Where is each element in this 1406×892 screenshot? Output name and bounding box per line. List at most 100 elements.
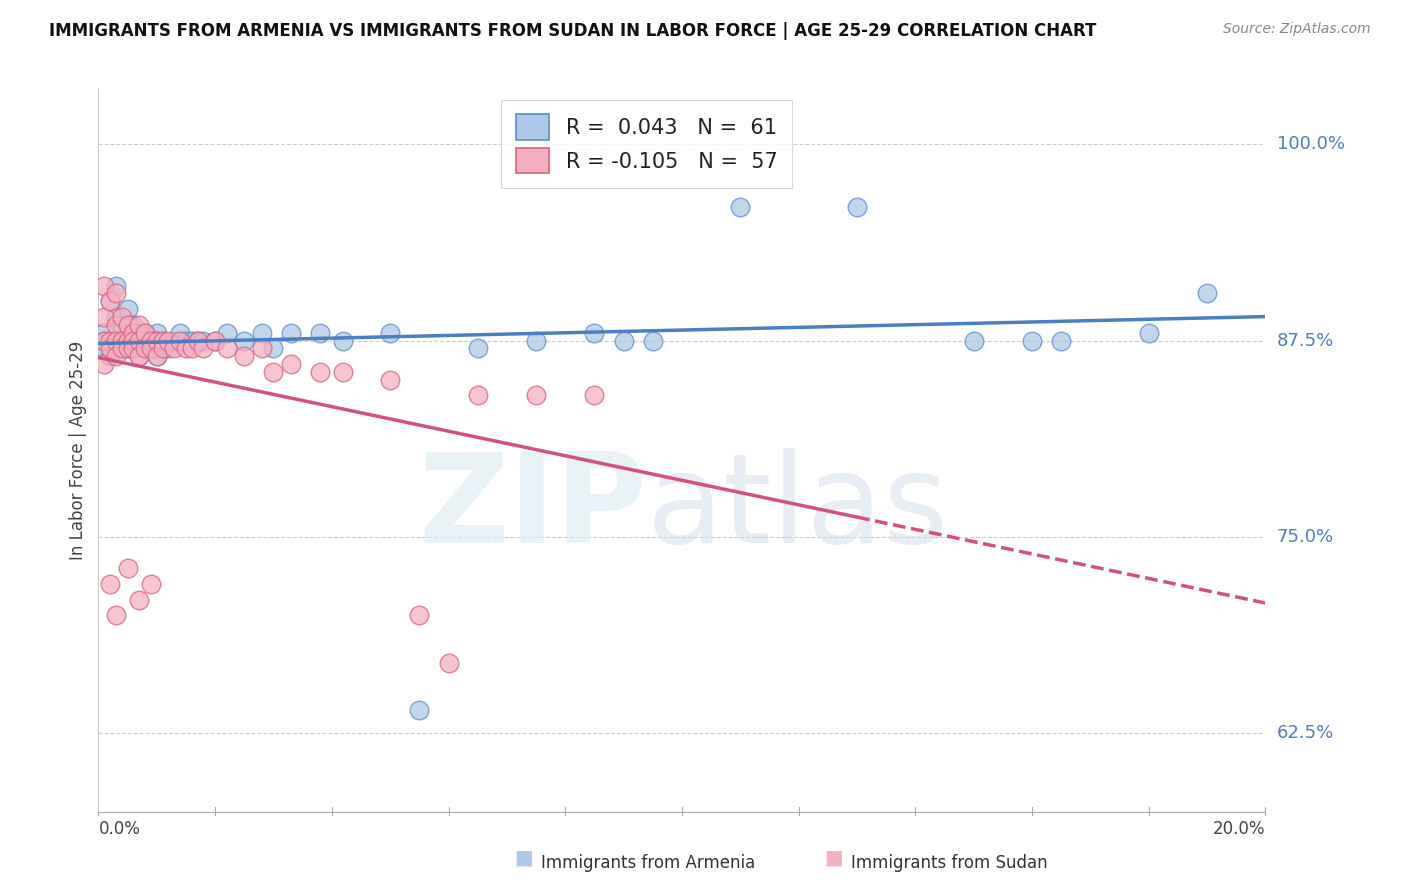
Point <box>174 342 197 356</box>
Point <box>193 334 215 348</box>
Point <box>122 326 145 340</box>
Point <box>152 334 174 348</box>
Point <box>104 278 127 293</box>
Point <box>117 302 139 317</box>
Point <box>122 318 145 332</box>
Point <box>98 349 121 363</box>
Point <box>104 318 127 332</box>
Point <box>122 334 145 348</box>
Point <box>146 349 169 363</box>
Point <box>117 342 139 356</box>
Point <box>846 200 869 214</box>
Text: atlas: atlas <box>647 448 949 569</box>
Point <box>233 334 256 348</box>
Text: 20.0%: 20.0% <box>1213 820 1265 838</box>
Point <box>98 334 121 348</box>
Point <box>215 326 238 340</box>
Point <box>128 318 150 332</box>
Point <box>139 334 162 348</box>
Point <box>332 365 354 379</box>
Point <box>104 608 127 623</box>
Point <box>104 334 127 348</box>
Point <box>204 334 226 348</box>
Point <box>93 334 115 348</box>
Point <box>134 342 156 356</box>
Point <box>104 286 127 301</box>
Point <box>139 342 162 356</box>
Point <box>111 334 134 348</box>
Point <box>117 318 139 332</box>
Point <box>111 310 134 324</box>
Point <box>111 334 134 348</box>
Point <box>250 342 273 356</box>
Point <box>280 326 302 340</box>
Point <box>117 334 139 348</box>
Point <box>122 342 145 356</box>
Point <box>408 703 430 717</box>
Point <box>128 334 150 348</box>
Point <box>583 326 606 340</box>
Point <box>98 334 121 348</box>
Point <box>1137 326 1160 340</box>
Point <box>332 334 354 348</box>
Point <box>117 326 139 340</box>
Point <box>380 326 402 340</box>
Point <box>157 334 180 348</box>
Point <box>93 342 115 356</box>
Point <box>467 388 489 402</box>
Point <box>111 342 134 356</box>
Point <box>146 326 169 340</box>
Point <box>583 388 606 402</box>
Point <box>98 294 121 309</box>
Text: ▪: ▪ <box>823 843 844 872</box>
Point <box>380 373 402 387</box>
Point <box>117 334 139 348</box>
Text: 87.5%: 87.5% <box>1277 332 1334 350</box>
Point <box>98 577 121 591</box>
Point <box>139 334 162 348</box>
Point <box>93 357 115 371</box>
Point <box>169 326 191 340</box>
Point <box>309 365 332 379</box>
Point <box>139 342 162 356</box>
Point <box>730 200 752 214</box>
Point <box>122 334 145 348</box>
Point <box>157 342 180 356</box>
Point <box>193 342 215 356</box>
Point <box>180 334 202 348</box>
Point <box>280 357 302 371</box>
Point <box>204 334 226 348</box>
Point <box>437 656 460 670</box>
Point <box>180 342 202 356</box>
Point <box>187 334 209 348</box>
Point <box>408 608 430 623</box>
Point <box>152 342 174 356</box>
Point <box>641 334 664 348</box>
Text: 62.5%: 62.5% <box>1277 724 1334 742</box>
Point <box>98 342 121 356</box>
Legend: R =  0.043   N =  61, R = -0.105   N =  57: R = 0.043 N = 61, R = -0.105 N = 57 <box>502 100 793 188</box>
Point <box>215 342 238 356</box>
Point <box>128 592 150 607</box>
Point <box>262 365 284 379</box>
Point <box>146 349 169 363</box>
Point <box>104 310 127 324</box>
Point <box>134 326 156 340</box>
Point <box>163 334 186 348</box>
Point <box>128 326 150 340</box>
Point <box>612 334 634 348</box>
Text: Source: ZipAtlas.com: Source: ZipAtlas.com <box>1223 22 1371 37</box>
Text: ZIP: ZIP <box>418 448 647 569</box>
Point <box>104 349 127 363</box>
Text: ▪: ▪ <box>513 843 534 872</box>
Point <box>524 388 547 402</box>
Point <box>1021 334 1043 348</box>
Point <box>152 342 174 356</box>
Point <box>98 294 121 309</box>
Text: 75.0%: 75.0% <box>1277 528 1334 546</box>
Point <box>1195 286 1218 301</box>
Point <box>93 310 115 324</box>
Point <box>134 342 156 356</box>
Text: 100.0%: 100.0% <box>1277 136 1344 153</box>
Point <box>134 326 156 340</box>
